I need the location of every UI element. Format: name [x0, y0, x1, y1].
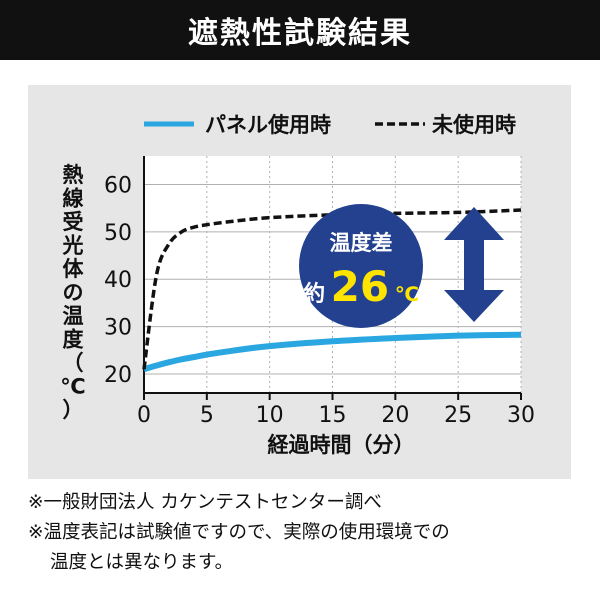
y-tick-label-60: 60	[104, 173, 132, 198]
x-tick-label-10: 10	[256, 403, 284, 428]
axes	[143, 156, 522, 400]
chart-title: 遮熱性試験結果	[188, 16, 412, 51]
x-tick-label-15: 15	[319, 403, 347, 428]
badge-unit: ℃	[395, 282, 419, 306]
y-tick-label-30: 30	[104, 316, 132, 341]
footnote-disclaimer: ※温度表記は試験値ですので、実際の使用環境での	[28, 522, 450, 543]
x-axis-label: 経過時間（分）	[268, 433, 415, 457]
badge-value: 26	[331, 262, 389, 311]
y-tick-label-20: 20	[104, 363, 132, 388]
x-tick-label-25: 25	[444, 403, 472, 428]
series	[142, 208, 522, 373]
difference-double-arrow	[444, 207, 504, 322]
y-axis-label: 熱線受光体の温度（℃）	[60, 163, 85, 422]
ticks: 20 30 40 50 60 0 5 10 15 20 25 30	[104, 173, 535, 428]
y-tick-label-50: 50	[104, 221, 132, 246]
footnote-source: ※一般財団法人 カケンテストセンター調べ	[28, 492, 382, 513]
series-line-unused	[142, 208, 522, 370]
badge-label: 温度差	[330, 231, 393, 255]
legend-label-panel: パネル使用時	[205, 113, 331, 137]
x-tick-label-30: 30	[507, 403, 535, 428]
badge-circle	[299, 204, 423, 328]
legend-label-unused: 未使用時	[432, 113, 516, 137]
badge-value-line: 約 26 ℃	[303, 262, 419, 311]
y-tick-label-40: 40	[104, 268, 132, 293]
footnote-disclaimer-cont: 温度とは異なります。	[50, 552, 234, 573]
footnotes: ※一般財団法人 カケンテストセンター調べ ※温度表記は試験値ですので、実際の使用…	[28, 488, 588, 578]
legend: パネル使用時 未使用時	[144, 113, 516, 137]
title-bar: 遮熱性試験結果	[0, 0, 600, 60]
x-tick-label-20: 20	[381, 403, 409, 428]
series-line-panel	[143, 331, 522, 373]
x-tick-label-0: 0	[137, 403, 151, 428]
temperature-difference-badge: 温度差 約 26 ℃	[299, 204, 423, 328]
x-tick-label-5: 5	[200, 403, 214, 428]
badge-prefix: 約	[303, 281, 325, 307]
